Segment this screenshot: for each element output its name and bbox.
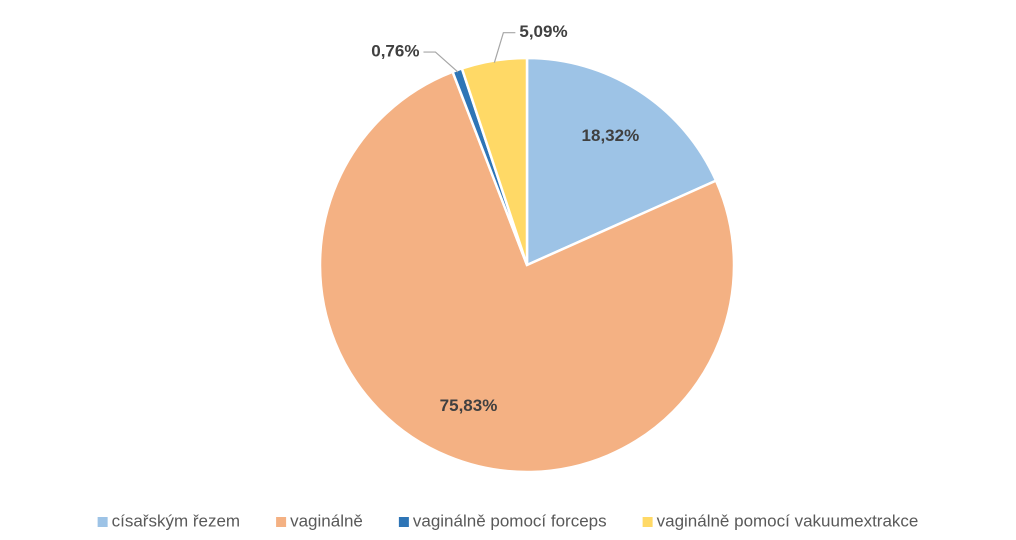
legend-label: vaginálně pomocí vakuumextrakce <box>657 511 919 530</box>
legend-swatch <box>642 517 653 527</box>
leader-line <box>423 51 459 73</box>
legend-label: císařským řezem <box>112 511 240 530</box>
leader-line <box>493 32 516 63</box>
pie-slice <box>460 56 529 266</box>
data-label: 5,09% <box>519 22 567 41</box>
legend-swatch <box>97 517 108 527</box>
legend-swatch <box>398 517 409 527</box>
legend-label: vaginálně <box>290 511 363 530</box>
pie-slice <box>318 70 736 474</box>
legend-swatch <box>276 517 287 527</box>
data-label: 0,76% <box>371 42 419 61</box>
legend-label: vaginálně pomocí forceps <box>413 511 607 530</box>
pie-slice <box>525 56 718 267</box>
data-label: 18,32% <box>582 126 640 145</box>
data-label: 75,83% <box>440 396 498 415</box>
